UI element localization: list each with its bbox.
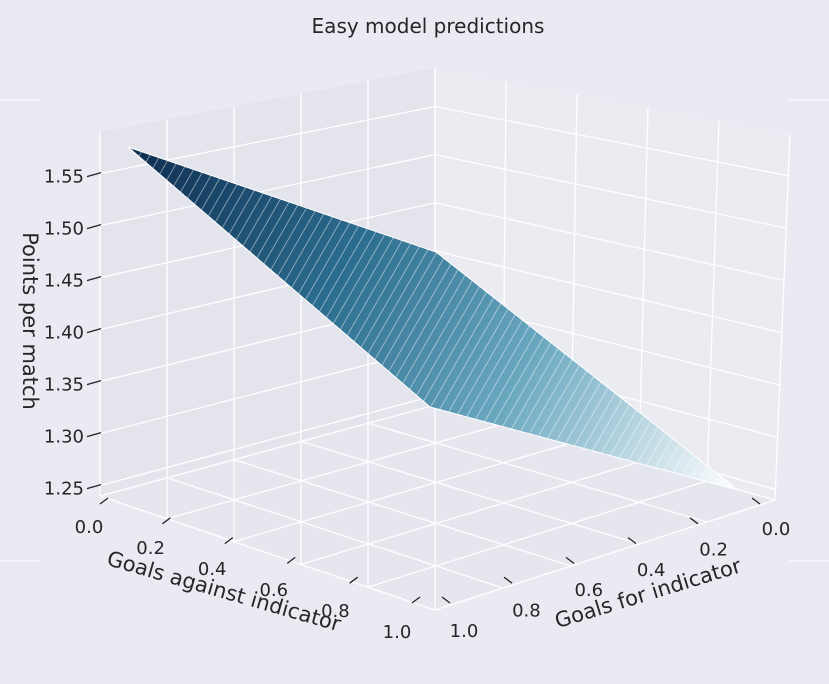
x-tick-mark — [224, 537, 234, 545]
y-tick-mark — [503, 576, 513, 584]
z-tick-label: 1.40 — [44, 323, 84, 344]
y-gridline-wall — [706, 120, 720, 482]
x-tick-label: 0.4 — [198, 559, 227, 580]
x-tick-mark — [411, 596, 421, 604]
z-tick-label: 1.45 — [44, 271, 84, 292]
y-tick-mark — [689, 517, 699, 525]
floor-pane — [100, 405, 775, 610]
x-tick-mark — [349, 576, 358, 584]
z-axis-label: Points per match — [18, 232, 42, 410]
z-tick-label: 1.25 — [44, 479, 84, 500]
floor-gridline — [233, 442, 572, 543]
y-tick-mark — [565, 556, 575, 564]
floor-gridline — [99, 404, 436, 497]
y-tick-label: 0.6 — [574, 580, 603, 601]
z-tick-label: 1.35 — [44, 375, 84, 396]
x-tick-mark — [99, 497, 109, 505]
tick-marks — [86, 171, 761, 604]
y-tick-label: 0.4 — [637, 560, 666, 581]
x-tick-label: 0.0 — [75, 517, 104, 538]
x-tick-label: 1.0 — [383, 622, 412, 643]
floor-gridline — [367, 422, 708, 523]
z-tick-mark — [86, 431, 102, 438]
y-tick-label: 1.0 — [450, 621, 479, 642]
y-tick-mark — [441, 596, 451, 604]
floor-gridline — [99, 495, 436, 611]
y-tick-label: 0.2 — [699, 539, 728, 560]
y-tick-mark — [751, 497, 761, 505]
z-tick-mark — [86, 327, 102, 334]
z-tick-mark — [86, 483, 102, 490]
z-tick-mark — [86, 379, 102, 386]
floor-gridline — [233, 458, 572, 567]
x-tick-mark — [162, 517, 171, 525]
floor-gridline — [367, 480, 708, 588]
y-tick-label: 0.8 — [512, 601, 541, 622]
z-tick-mark — [86, 275, 102, 282]
floor-gridline — [166, 423, 504, 520]
y-tick-mark — [627, 537, 637, 545]
z-tick-label: 1.55 — [44, 167, 84, 188]
surface-mesh — [128, 147, 738, 490]
z-tick-label: 1.30 — [44, 427, 84, 448]
floor-gridline — [300, 461, 640, 566]
z-tick-mark — [86, 223, 102, 230]
x-tick-label: 0.2 — [136, 538, 165, 559]
z-tick-labels: 1.25 1.30 1.35 1.40 1.45 1.50 1.55 — [44, 167, 84, 500]
y-tick-labels: 0.0 0.2 0.4 0.6 0.8 1.0 — [450, 519, 791, 642]
x-tick-labels: 0.0 0.2 0.4 0.6 0.8 1.0 — [75, 517, 412, 643]
y-gridline-wall — [638, 107, 649, 463]
chart-title: Easy model predictions — [312, 14, 545, 38]
floor-gridline — [300, 440, 640, 545]
x-tick-label: 0.6 — [259, 580, 288, 601]
x-tick-mark — [286, 556, 296, 564]
floor-gridline — [166, 477, 504, 589]
y-gridline-wall — [774, 133, 791, 501]
prediction-surface — [127, 146, 739, 491]
floor-gridline — [434, 499, 776, 611]
y-tick-label: 0.0 — [762, 519, 791, 540]
x-tick-label: 0.8 — [321, 601, 350, 622]
z-tick-label: 1.50 — [44, 219, 84, 240]
z-tick-mark — [86, 171, 102, 178]
